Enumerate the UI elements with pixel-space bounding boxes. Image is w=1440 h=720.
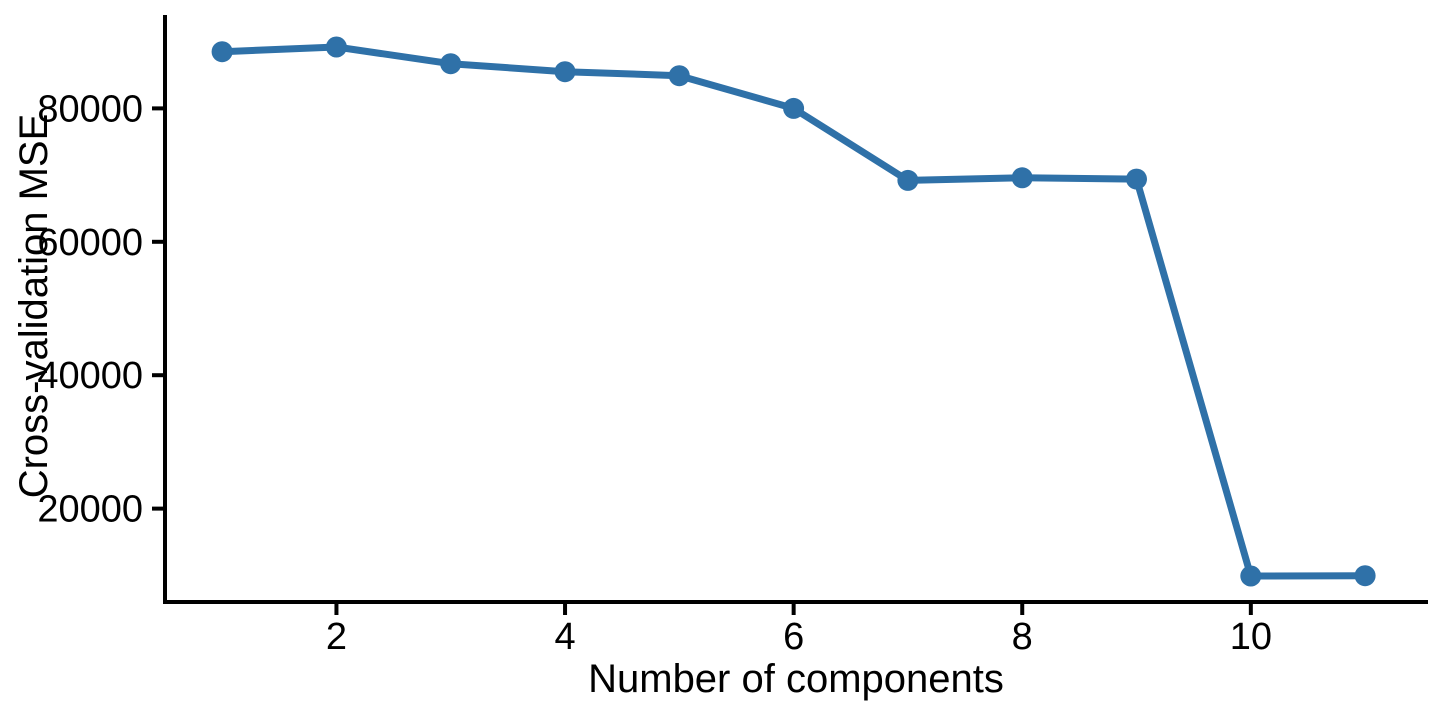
x-axis-title: Number of components <box>588 657 1004 701</box>
data-point <box>440 53 462 75</box>
data-point <box>211 41 233 63</box>
data-point <box>897 169 919 191</box>
series-line <box>221 43 1366 580</box>
x-tick-label: 6 <box>783 616 804 658</box>
data-point <box>1354 565 1376 587</box>
y-tick-label: 40000 <box>37 355 143 397</box>
y-tick-label: 60000 <box>37 222 143 264</box>
y-tick-label: 80000 <box>37 88 143 130</box>
data-point <box>783 97 805 119</box>
data-point <box>1011 167 1033 189</box>
y-axis-title: Cross-validation MSE <box>12 114 56 499</box>
data-series-layer <box>211 36 1376 587</box>
axis-ticks-layer: 2 4 6 8 10 20000 40000 60000 80000 <box>37 88 1272 658</box>
data-point <box>325 36 347 58</box>
x-tick-label: 2 <box>326 616 347 658</box>
y-tick-label: 20000 <box>37 489 143 531</box>
x-tick-label: 10 <box>1230 616 1272 658</box>
data-point <box>1126 168 1147 190</box>
data-point <box>668 65 690 87</box>
x-tick-label: 8 <box>1012 616 1033 658</box>
x-tick-label: 4 <box>554 616 575 658</box>
data-point <box>554 61 576 83</box>
data-point <box>1240 565 1262 587</box>
